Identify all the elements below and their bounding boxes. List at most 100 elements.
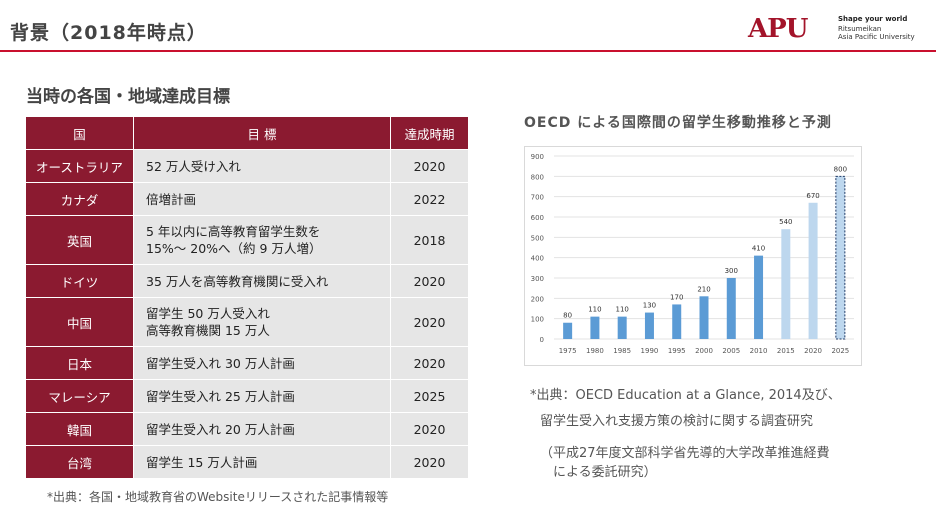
- target-line: 52 万人受け入れ: [146, 158, 241, 174]
- x-tick-label: 1985: [613, 347, 631, 355]
- section-title: 当時の各国・地域達成目標: [26, 87, 230, 107]
- country-cell: カナダ: [25, 182, 134, 216]
- bar: [808, 202, 818, 339]
- x-tick-label: 2010: [750, 347, 768, 355]
- year-cell: 2018: [390, 215, 469, 265]
- bar-value-label: 210: [697, 285, 710, 293]
- target-cell: 留学生 15 万人計画: [133, 445, 391, 479]
- x-tick-label: 2025: [831, 347, 849, 355]
- x-tick-label: 1995: [668, 347, 686, 355]
- bar-value-label: 670: [806, 192, 819, 200]
- target-cell: 留学生受入れ 25 万人計画: [133, 379, 391, 413]
- target-line: 留学生受入れ 20 万人計画: [146, 421, 295, 437]
- target-line: 留学生 50 万人受入れ: [146, 306, 270, 321]
- table-row: 台湾 留学生 15 万人計画 2020: [25, 445, 469, 479]
- header-country: 国: [25, 116, 134, 150]
- x-tick-label: 1975: [559, 347, 577, 355]
- student-mobility-chart: 0 100 200 300 400 500 600 700 800 900 80 1975 110 198…: [524, 146, 862, 366]
- chart-source-line4: による委託研究）: [553, 465, 657, 480]
- y-tick-label: 700: [531, 194, 544, 202]
- bar-value-label: 110: [588, 306, 601, 314]
- target-cell: 倍増計画: [133, 182, 391, 216]
- bar-value-label: 110: [615, 306, 628, 314]
- target-line: 高等教育機関 15 万人: [146, 323, 270, 338]
- target-line: 5 年以内に高等教育留学生数を: [146, 224, 321, 239]
- country-cell: ドイツ: [25, 264, 134, 298]
- target-cell: 留学生受入れ 30 万人計画: [133, 346, 391, 380]
- x-tick-label: 2000: [695, 347, 713, 355]
- target-line: 留学生受入れ 30 万人計画: [146, 355, 295, 371]
- year-cell: 2025: [390, 379, 469, 413]
- x-tick-label: 1980: [586, 347, 604, 355]
- y-tick-label: 200: [531, 295, 544, 303]
- bar: [726, 278, 736, 339]
- y-tick-label: 300: [531, 275, 544, 283]
- bar-value-label: 300: [725, 267, 738, 275]
- table-row: 中国 留学生 50 万人受入れ 高等教育機関 15 万人 2020: [25, 297, 469, 347]
- page-title: 背景（2018年時点）: [10, 22, 207, 44]
- country-cell: 英国: [25, 215, 134, 265]
- bar-value-label: 80: [563, 312, 572, 320]
- x-tick-label: 2020: [804, 347, 822, 355]
- target-line: 35 万人を高等教育機関に受入れ: [146, 273, 329, 289]
- year-cell: 2020: [390, 149, 469, 183]
- target-line: 倍増計画: [146, 191, 197, 207]
- bar: [563, 322, 573, 339]
- table-row: 日本 留学生受入れ 30 万人計画 2020: [25, 346, 469, 380]
- target-line: 留学生 15 万人計画: [146, 454, 258, 470]
- y-tick-label: 100: [531, 316, 544, 324]
- table-row: ドイツ 35 万人を高等教育機関に受入れ 2020: [25, 264, 469, 298]
- logo-line1: Ritsumeikan: [838, 25, 882, 33]
- logo-mark: APU: [748, 14, 808, 44]
- target-line: 留学生受入れ 25 万人計画: [146, 388, 295, 404]
- chart-title: OECD による国際間の留学生移動推移と予測: [524, 115, 832, 131]
- chart-frame: [524, 146, 862, 366]
- chart-source-line1: *出典：OECD Education at a Glance, 2014及び、: [530, 388, 841, 403]
- year-cell: 2022: [390, 182, 469, 216]
- target-cell: 5 年以内に高等教育留学生数を 15%～ 20%へ（約 9 万人増）: [133, 215, 391, 265]
- y-tick-label: 500: [531, 234, 544, 242]
- bar: [644, 312, 654, 339]
- country-cell: オーストラリア: [25, 149, 134, 183]
- target-cell: 留学生 50 万人受入れ 高等教育機関 15 万人: [133, 297, 391, 347]
- bar-value-label: 800: [834, 165, 847, 173]
- year-cell: 2020: [390, 445, 469, 479]
- chart-source-line2: 留学生受入れ支援方策の検討に関する調査研究: [540, 414, 814, 429]
- year-cell: 2020: [390, 264, 469, 298]
- header-target: 目 標: [133, 116, 391, 150]
- table-source-note: *出典：各国・地域教育省のWebsiteリリースされた記事情報等: [47, 490, 389, 504]
- country-cell: 日本: [25, 346, 134, 380]
- bar: [617, 316, 627, 339]
- target-cell: 35 万人を高等教育機関に受入れ: [133, 264, 391, 298]
- bar: [672, 304, 682, 339]
- bar-value-label: 540: [779, 218, 792, 226]
- bar: [699, 296, 709, 339]
- chart-source-line3: （平成27年度文部科学省先導的大学改革推進経費: [540, 446, 830, 461]
- y-tick-label: 600: [531, 214, 544, 222]
- x-tick-label: 1990: [641, 347, 659, 355]
- y-tick-label: 400: [531, 255, 544, 263]
- table-row: 韓国 留学生受入れ 20 万人計画 2020: [25, 412, 469, 446]
- country-cell: マレーシア: [25, 379, 134, 413]
- target-cell: 52 万人受け入れ: [133, 149, 391, 183]
- year-cell: 2020: [390, 346, 469, 380]
- bar-value-label: 130: [643, 302, 656, 310]
- bar: [754, 255, 764, 339]
- apu-logo: APU Shape your world Ritsumeikan Asia Pa…: [748, 12, 928, 48]
- bar-value-label: 410: [752, 245, 765, 253]
- table-row: オーストラリア 52 万人受け入れ 2020: [25, 149, 469, 183]
- y-tick-label: 0: [540, 336, 544, 344]
- logo-line2: Asia Pacific University: [838, 33, 915, 41]
- logo-tagline: Shape your world: [838, 15, 908, 23]
- y-tick-label: 900: [531, 153, 544, 161]
- year-cell: 2020: [390, 412, 469, 446]
- table-row: カナダ 倍増計画 2022: [25, 182, 469, 216]
- title-rule: [0, 50, 936, 52]
- bar: [781, 229, 791, 339]
- header-year: 達成時期: [390, 116, 469, 150]
- table-row: マレーシア 留学生受入れ 25 万人計画 2025: [25, 379, 469, 413]
- y-tick-label: 800: [531, 173, 544, 181]
- country-cell: 韓国: [25, 412, 134, 446]
- x-tick-label: 2005: [722, 347, 740, 355]
- goals-table: 国 目 標 達成時期 オーストラリア 52 万人受け入れ 2020 カナダ 倍増…: [25, 116, 469, 479]
